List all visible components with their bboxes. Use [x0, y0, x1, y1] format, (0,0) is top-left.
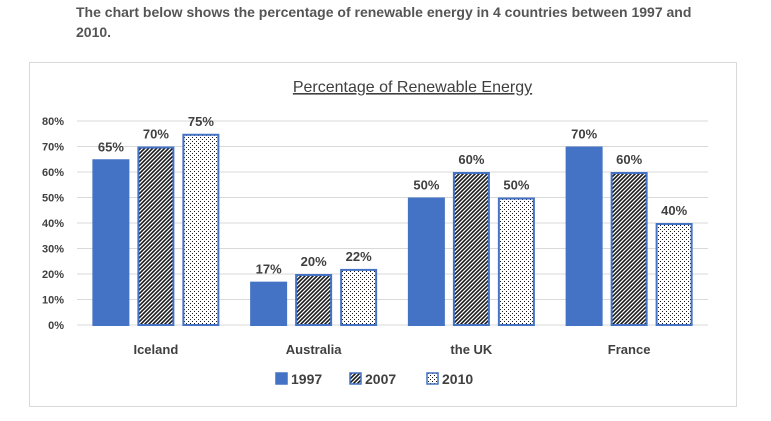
- y-tick-label: 70%: [42, 142, 64, 154]
- legend-swatch-1997: [275, 372, 288, 385]
- data-label-the-uk-1997: 50%: [413, 178, 439, 193]
- y-tick-label: 80%: [42, 116, 64, 128]
- data-label-iceland-2007: 70%: [143, 127, 169, 142]
- chart-title: Percentage of Renewable Energy: [293, 79, 532, 96]
- bar-iceland-2007: [137, 146, 175, 326]
- chart-caption: The chart below shows the percentage of …: [76, 4, 692, 40]
- legend-swatch-2007: [349, 372, 362, 385]
- data-label-france-2010: 40%: [661, 203, 687, 218]
- x-category-label: Iceland: [133, 342, 178, 357]
- bar-australia-1997: [250, 281, 288, 326]
- y-tick-label: 10%: [42, 295, 64, 307]
- bar-the-uk-1997: [407, 197, 445, 326]
- chart-panel: 0% 10% 20% 30% 40% 50% 60% 70% 80% 65% 70% 75% Icel…: [29, 62, 737, 407]
- data-label-australia-2010: 22%: [346, 249, 372, 264]
- data-label-the-uk-2010: 50%: [503, 178, 529, 193]
- bar-australia-2010: [340, 268, 378, 326]
- data-label-the-uk-2007: 60%: [458, 152, 484, 167]
- data-label-france-2007: 60%: [616, 152, 642, 167]
- bar-france-2010: [655, 223, 693, 326]
- bar-the-uk-2007: [452, 172, 490, 326]
- y-tick-label: 40%: [42, 218, 64, 230]
- renewable-energy-chart: 0% 10% 20% 30% 40% 50% 60% 70% 80% 65% 70% 75% Icel…: [42, 79, 708, 387]
- legend-swatch-2010: [426, 372, 439, 385]
- y-tick-label: 60%: [42, 167, 64, 179]
- legend-label-1997: 1997: [291, 371, 322, 387]
- bar-iceland-1997: [92, 159, 130, 326]
- x-category-label: the UK: [450, 342, 493, 357]
- y-tick-label: 0%: [48, 320, 64, 332]
- y-tick-label: 50%: [42, 193, 64, 205]
- bar-iceland-2010: [182, 133, 220, 326]
- bar-france-2007: [610, 172, 648, 326]
- x-category-label: France: [608, 342, 651, 357]
- legend-label-2010: 2010: [442, 371, 473, 387]
- data-label-iceland-1997: 65%: [98, 139, 124, 154]
- data-label-australia-2007: 20%: [301, 254, 327, 269]
- bar-france-1997: [565, 146, 603, 326]
- x-category-label: Australia: [286, 342, 342, 357]
- y-tick-label: 30%: [42, 244, 64, 256]
- bar-the-uk-2010: [497, 197, 535, 326]
- legend-label-2007: 2007: [365, 371, 396, 387]
- data-label-australia-1997: 17%: [256, 262, 282, 277]
- bar-australia-2007: [295, 274, 333, 326]
- data-label-france-1997: 70%: [571, 127, 597, 142]
- data-label-iceland-2010: 75%: [188, 114, 214, 129]
- y-tick-label: 20%: [42, 269, 64, 281]
